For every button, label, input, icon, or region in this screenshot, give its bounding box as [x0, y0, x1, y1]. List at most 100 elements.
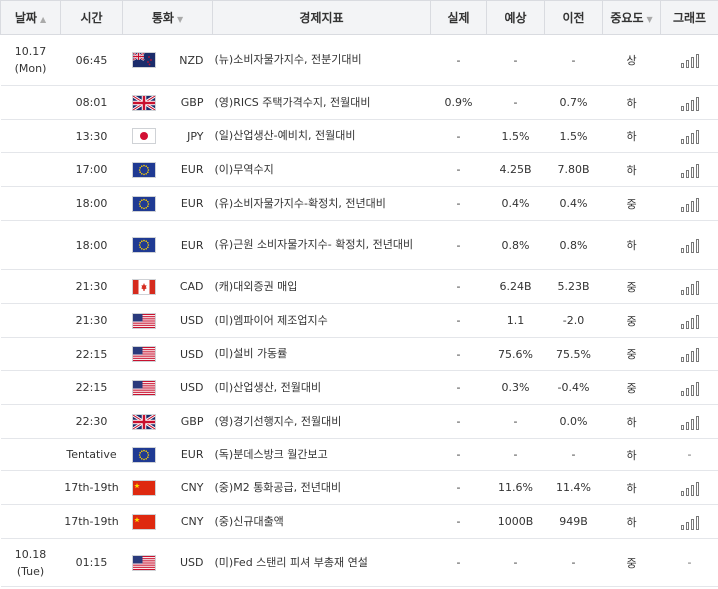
- graph-dash: -: [687, 556, 692, 569]
- previous-cell: 0.7%: [544, 85, 603, 120]
- importance-cell: 상: [602, 34, 661, 86]
- bar-chart-icon[interactable]: [680, 237, 699, 253]
- graph-cell: [660, 269, 718, 304]
- table-row: 22:30 GBP (영)경기선행지수, 전월대비 - -0.0% 하: [0, 404, 718, 439]
- previous-column-header: 이전: [544, 0, 603, 35]
- currency-cell: JPY: [122, 119, 213, 153]
- nz-flag-icon: [131, 52, 156, 68]
- indicator-cell[interactable]: (캐)대외증권 매입: [212, 269, 431, 304]
- previous-cell: 7.80B: [544, 152, 603, 187]
- actual-cell: 0.9%: [430, 85, 487, 120]
- importance-cell: 중: [602, 538, 661, 587]
- date-line: 10.17: [14, 45, 47, 58]
- forecast-cell: 1.1: [486, 303, 545, 338]
- table-row: 18:00 EUR (유)소비자물가지수-확정치, 전년대비 -0.4% 0.4% 중: [0, 186, 718, 221]
- currency-code: JPY: [187, 129, 204, 143]
- table-row: Tentative EUR (독)분데스방크 월간보고 - - - 하 -: [0, 438, 718, 471]
- currency-code: USD: [179, 556, 204, 569]
- indicator-cell[interactable]: (독)분데스방크 월간보고: [212, 438, 431, 471]
- table-row: 13:30 JPY (일)산업생산-예비치, 전월대비 -1.5% 1.5% 하: [0, 119, 718, 153]
- currency-code: CNY: [180, 481, 204, 494]
- indicator-cell[interactable]: (미)산업생산, 전월대비: [212, 370, 431, 405]
- currency-cell: GBP: [122, 404, 213, 439]
- bar-chart-icon[interactable]: [680, 514, 699, 530]
- forecast-cell: 1000B: [486, 504, 545, 539]
- currency-code: CAD: [179, 280, 204, 293]
- indicator-cell[interactable]: (중)신규대출액: [212, 504, 431, 539]
- bar-chart-icon[interactable]: [680, 162, 699, 178]
- bar-chart-icon[interactable]: [680, 279, 699, 295]
- graph-cell: [660, 337, 718, 371]
- bar-chart-icon[interactable]: [680, 128, 699, 144]
- importance-cell: 중: [602, 370, 661, 405]
- time-cell: 22:30: [60, 404, 123, 439]
- date-column-header[interactable]: 날짜 ▲: [0, 0, 61, 35]
- sort-up-icon[interactable]: ▲: [39, 15, 47, 24]
- date-cell: [0, 269, 61, 304]
- date-line: 10.18: [14, 547, 47, 561]
- forecast-cell: 75.6%: [486, 337, 545, 371]
- currency-code: EUR: [180, 448, 204, 461]
- date-cell: [0, 504, 61, 539]
- actual-cell: -: [430, 470, 487, 505]
- currency-cell: USD: [122, 538, 213, 587]
- bar-chart-icon[interactable]: [680, 346, 699, 362]
- indicator-cell[interactable]: (유)근원 소비자물가지수- 확정치, 전년대비: [212, 220, 431, 270]
- importance-cell: 하: [602, 504, 661, 539]
- date-cell: 10.18 (Tue): [0, 538, 61, 587]
- us-flag-icon: [131, 346, 156, 362]
- bar-chart-icon[interactable]: [680, 196, 699, 212]
- previous-cell: 0.8%: [544, 220, 603, 270]
- date-cell: [0, 85, 61, 120]
- previous-cell: -: [544, 438, 603, 471]
- indicator-cell[interactable]: (영)경기선행지수, 전월대비: [212, 404, 431, 439]
- indicator-cell[interactable]: (중)M2 통화공급, 전년대비: [212, 470, 431, 505]
- date-cell: [0, 370, 61, 405]
- dropdown-icon[interactable]: ▼: [176, 15, 184, 24]
- date-cell: 10.17 (Mon): [0, 34, 61, 86]
- actual-cell: -: [430, 438, 487, 471]
- indicator-cell[interactable]: (영)RICS 주택가격수지, 전월대비: [212, 85, 431, 120]
- dropdown-icon[interactable]: ▼: [646, 15, 653, 24]
- table-row: 17:00 EUR (이)무역수지 -4.25B 7.80B 하: [0, 152, 718, 187]
- indicator-cell[interactable]: (미)엠파이어 제조업지수: [212, 303, 431, 338]
- forecast-cell: -: [486, 404, 545, 439]
- time-cell: 17th-19th: [60, 470, 123, 505]
- time-cell: 01:15: [60, 538, 123, 587]
- bar-chart-icon[interactable]: [680, 313, 699, 329]
- graph-cell: [660, 186, 718, 221]
- importance-cell: 하: [602, 152, 661, 187]
- table-row: 22:15 USD (미)설비 가동률 -75.6% 75.5% 중: [0, 337, 718, 371]
- eu-flag-icon: [131, 237, 156, 253]
- indicator-cell[interactable]: (이)무역수지: [212, 152, 431, 187]
- indicator-cell[interactable]: (뉴)소비자물가지수, 전분기대비: [212, 34, 431, 86]
- bar-chart-icon[interactable]: [680, 414, 699, 430]
- eu-flag-icon: [131, 446, 156, 463]
- date-cell: [0, 152, 61, 187]
- graph-dash: -: [687, 448, 692, 461]
- bar-chart-icon[interactable]: [680, 380, 699, 396]
- bar-chart-icon[interactable]: [680, 52, 699, 68]
- previous-cell: -: [544, 538, 603, 587]
- time-column-header: 시간: [60, 0, 123, 35]
- forecast-cell: -: [486, 538, 545, 587]
- time-cell: 17:00: [60, 152, 123, 187]
- forecast-cell: 4.25B: [486, 152, 545, 187]
- indicator-cell[interactable]: (미)Fed 스탠리 피셔 부총재 연설: [212, 538, 431, 587]
- currency-cell: EUR: [122, 186, 213, 221]
- bar-chart-icon[interactable]: [680, 95, 699, 111]
- indicator-cell[interactable]: (일)산업생산-예비치, 전월대비: [212, 119, 431, 153]
- importance-cell: 하: [602, 404, 661, 439]
- currency-code: NZD: [179, 53, 204, 67]
- bar-chart-icon[interactable]: [680, 480, 699, 496]
- forecast-cell: 0.8%: [486, 220, 545, 270]
- indicator-cell[interactable]: (유)소비자물가지수-확정치, 전년대비: [212, 186, 431, 221]
- currency-column-header[interactable]: 통화 ▼: [122, 0, 213, 35]
- importance-cell: 하: [602, 438, 661, 471]
- currency-cell: EUR: [122, 220, 213, 270]
- indicator-cell[interactable]: (미)설비 가동률: [212, 337, 431, 371]
- currency-code: CNY: [180, 515, 204, 528]
- eu-flag-icon: [131, 161, 156, 178]
- importance-column-header[interactable]: 중요도 ▼: [602, 0, 661, 35]
- graph-cell: -: [660, 538, 718, 587]
